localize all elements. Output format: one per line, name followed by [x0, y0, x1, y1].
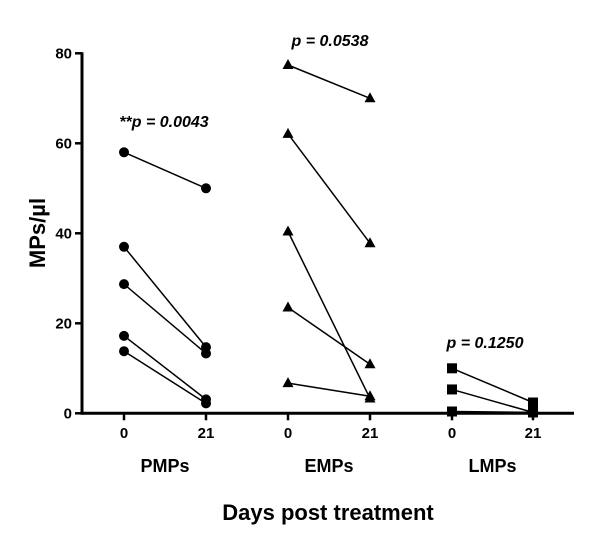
data-point-square [447, 406, 457, 417]
data-marks: **p = 0.0043 p = 0.0538 p = 0.1250 [119, 33, 538, 418]
data-point-circle [201, 183, 211, 194]
data-point-circle [201, 348, 211, 359]
y-tick-label: 80 [55, 45, 72, 62]
data-point-circle [119, 279, 129, 290]
data-point-circle [119, 241, 129, 252]
data-point-triangle [282, 127, 294, 138]
pair-line [287, 64, 371, 99]
p-value-annotation: **p = 0.0043 [119, 114, 209, 131]
x-tick-label: 21 [198, 425, 215, 442]
data-point-triangle [282, 377, 294, 388]
data-point-triangle [364, 390, 376, 401]
x-axis-title: Days post treatment [222, 500, 434, 525]
y-axis-title: MPs/µl [25, 198, 50, 268]
data-point-triangle [364, 92, 376, 103]
data-point-circle [201, 398, 211, 409]
pair-line [287, 231, 371, 399]
pair-line [123, 335, 207, 400]
pair-line [123, 151, 207, 189]
data-point-circle [119, 147, 129, 158]
data-point-triangle [364, 358, 376, 369]
p-value-annotation: p = 0.0538 [291, 33, 369, 50]
pair-line [451, 410, 534, 414]
pair-line [451, 367, 534, 404]
y-tick-label: 40 [55, 225, 72, 242]
data-point-square [528, 397, 538, 408]
data-point-square [447, 384, 457, 395]
p-value-annotation: p = 0.1250 [446, 335, 524, 352]
data-point-triangle [282, 225, 294, 236]
pair-line [123, 283, 207, 355]
axes: 0 20 40 60 80 0 21 PMPs 0 21 EMPs 0 21 LMPs [55, 45, 574, 476]
y-tick-label: 20 [55, 315, 72, 332]
data-point-circle [119, 346, 129, 357]
data-point-triangle [282, 301, 294, 312]
pair-line [123, 350, 207, 405]
pair-line [287, 382, 371, 397]
group-label: LMPs [468, 456, 516, 476]
x-tick-label: 21 [362, 425, 379, 442]
x-tick-label: 0 [448, 425, 456, 442]
pair-line [287, 133, 371, 244]
data-point-triangle [364, 237, 376, 248]
y-tick-label: 60 [55, 135, 72, 152]
x-tick-label: 0 [120, 425, 128, 442]
pair-line [287, 306, 371, 365]
data-point-triangle [282, 59, 294, 69]
group-label: PMPs [140, 456, 189, 476]
x-tick-label: 0 [284, 425, 292, 442]
data-point-square [528, 407, 538, 418]
x-tick-label: 21 [525, 425, 542, 442]
data-point-circle [119, 330, 129, 341]
pair-line [123, 246, 207, 348]
pair-line [451, 388, 534, 414]
group-label: EMPs [304, 456, 353, 476]
data-point-square [447, 363, 457, 374]
y-tick-label: 0 [64, 405, 72, 422]
